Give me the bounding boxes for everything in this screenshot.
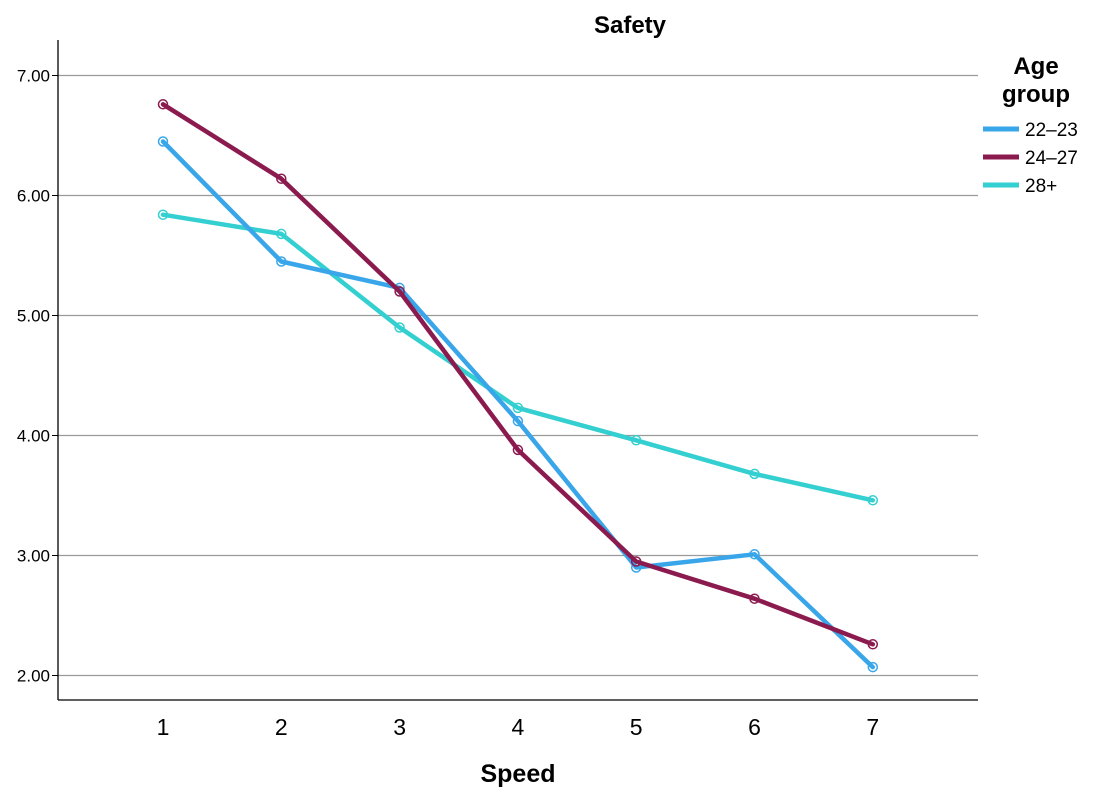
data-point: [749, 468, 760, 480]
legend-label: 24–27: [1025, 148, 1078, 169]
y-tick-label: 6.00: [17, 187, 50, 206]
x-axis-label: Speed: [480, 760, 555, 788]
x-tick-label: 6: [748, 714, 761, 740]
data-point: [630, 435, 642, 446]
legend-items: 22–23 24–27 28+: [983, 120, 1078, 197]
x-tick-label: 1: [157, 714, 170, 740]
data-point: [867, 661, 879, 673]
data-point: [512, 444, 524, 456]
x-tick-label: 7: [866, 714, 879, 740]
legend: Age group 22–23 24–27 28+: [983, 53, 1078, 197]
data-point: [157, 209, 169, 220]
y-tick-label: 3.00: [17, 547, 50, 566]
series-line: [160, 102, 876, 647]
data-point: [867, 495, 879, 506]
axes-layer: [52, 40, 978, 701]
data-point: [749, 593, 760, 604]
x-tick-label: 2: [275, 714, 288, 740]
legend-item: 24–27: [983, 148, 1078, 169]
data-point: [276, 173, 287, 184]
x-tick-label: 4: [512, 714, 525, 740]
data-point: [276, 228, 287, 240]
series-28+: [157, 209, 879, 506]
data-point: [512, 415, 524, 427]
series-line: [160, 139, 876, 670]
y-tick-label: 2.00: [17, 667, 50, 686]
series-22–23: [157, 136, 879, 673]
x-tick-label: 5: [630, 714, 643, 740]
legend-title-line-2: group: [1002, 81, 1070, 108]
data-point: [867, 639, 879, 650]
y-tick-label: 5.00: [17, 307, 50, 326]
legend-title-line-1: Age: [1013, 53, 1058, 80]
legend-item: 28+: [983, 176, 1057, 197]
y-tick-label: 7.00: [17, 67, 50, 86]
x-tick-labels: 1 2 3 4 5 6 7: [157, 714, 880, 740]
y-tick-labels: 2.00 3.00 4.00 5.00 6.00 7.00: [17, 67, 50, 686]
grid-layer: [58, 74, 978, 677]
series-layer: [157, 99, 879, 673]
series-24–27: [157, 99, 879, 650]
legend-label: 22–23: [1025, 120, 1078, 141]
data-point: [157, 136, 169, 147]
series-line: [160, 212, 876, 503]
legend-label: 28+: [1025, 176, 1057, 197]
data-point: [394, 286, 405, 297]
chart-title: Safety: [594, 12, 667, 39]
data-point: [394, 322, 405, 333]
legend-item: 22–23: [983, 120, 1078, 141]
data-point: [276, 256, 287, 267]
data-point: [157, 99, 169, 110]
data-point: [512, 402, 524, 414]
data-point: [630, 556, 642, 567]
data-point: [749, 549, 760, 560]
y-tick-label: 4.00: [17, 427, 50, 446]
x-tick-label: 3: [393, 714, 406, 740]
